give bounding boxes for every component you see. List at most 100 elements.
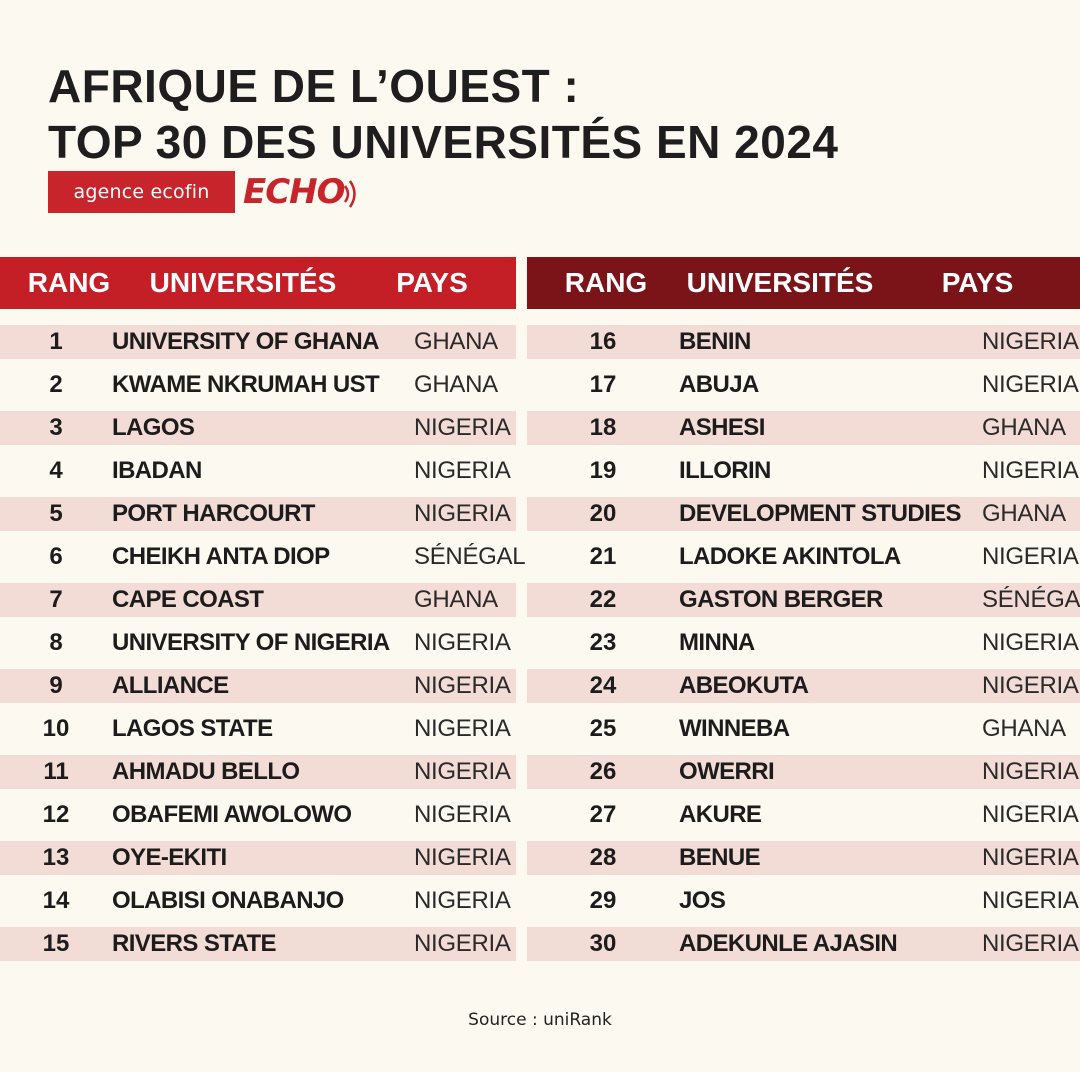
table-row: 23 MINNA NIGERIA — [527, 626, 1080, 660]
agence-ecofin-logo: agence ecofin — [48, 171, 235, 213]
rank-cell: 27 — [589, 801, 617, 828]
university-cell: IBADAN — [112, 457, 202, 484]
rank-cell: 18 — [589, 414, 617, 441]
agence-ecofin-label: agence ecofin — [73, 181, 210, 203]
table-row: 24 ABEOKUTA NIGERIA — [527, 669, 1080, 703]
rank-cell: 23 — [589, 629, 617, 656]
country-cell: NIGERIA — [982, 758, 1079, 785]
university-cell: LADOKE AKINTOLA — [679, 543, 901, 570]
table-row: 11 AHMADU BELLO NIGERIA — [0, 755, 516, 789]
country-cell: NIGERIA — [414, 887, 511, 914]
university-cell: PORT HARCOURT — [112, 500, 315, 527]
university-cell: WINNEBA — [679, 715, 790, 742]
table-row: 12 OBAFEMI AWOLOWO NIGERIA — [0, 798, 516, 832]
rank-cell: 16 — [589, 328, 617, 355]
rank-cell: 24 — [589, 672, 617, 699]
table-row: 9 ALLIANCE NIGERIA — [0, 669, 516, 703]
university-cell: UNIVERSITY OF GHANA — [112, 328, 379, 355]
country-cell: NIGERIA — [982, 543, 1079, 570]
university-cell: BENUE — [679, 844, 761, 871]
rank-cell: 30 — [589, 930, 617, 957]
header-university: UNIVERSITÉS — [149, 267, 337, 298]
rank-cell: 19 — [589, 457, 617, 484]
country-cell: NIGERIA — [414, 629, 511, 656]
university-cell: ABUJA — [679, 371, 759, 398]
rankings-table-left: RANG UNIVERSITÉS PAYS 1 UNIVERSITY OF GHA… — [0, 257, 526, 970]
university-cell: KWAME NKRUMAH UST — [112, 371, 380, 398]
university-cell: ASHESI — [679, 414, 765, 441]
header-country: PAYS — [396, 267, 468, 298]
country-cell: SÉNÉGAL — [414, 543, 526, 570]
rank-cell: 5 — [49, 500, 63, 527]
echo-label: ECHO — [243, 172, 346, 212]
header-rank: RANG — [27, 267, 111, 298]
rank-cell: 25 — [589, 715, 617, 742]
table-row: 16 BENIN NIGERIA — [527, 325, 1080, 359]
university-cell: CHEIKH ANTA DIOP — [112, 543, 330, 570]
university-cell: OWERRI — [679, 758, 775, 785]
university-cell: JOS — [679, 887, 726, 914]
table-row: 30 ADEKUNLE AJASIN NIGERIA — [527, 927, 1080, 961]
country-cell: GHANA — [414, 586, 498, 613]
university-cell: LAGOS STATE — [112, 715, 273, 742]
country-cell: GHANA — [982, 715, 1066, 742]
country-cell: NIGERIA — [414, 414, 511, 441]
table-row: 15 RIVERS STATE NIGERIA — [0, 927, 516, 961]
table-row: 7 CAPE COAST GHANA — [0, 583, 516, 617]
table-header-right: RANG UNIVERSITÉS PAYS — [527, 257, 1080, 309]
header-university: UNIVERSITÉS — [686, 267, 874, 298]
table-body-right: 16 BENIN NIGERIA 17 ABUJA NIGERIA 18 ASHESI GHAN… — [527, 325, 1080, 961]
country-cell: NIGERIA — [414, 672, 511, 699]
table-row: 29 JOS NIGERIA — [527, 884, 1080, 918]
rank-cell: 10 — [42, 715, 70, 742]
university-cell: ILLORIN — [679, 457, 771, 484]
table-row: 18 ASHESI GHANA — [527, 411, 1080, 445]
rank-cell: 1 — [49, 328, 63, 355]
table-row: 22 GASTON BERGER SÉNÉGAL — [527, 583, 1080, 617]
table-row: 25 WINNEBA GHANA — [527, 712, 1080, 746]
title-line-1: AFRIQUE DE L’OUEST : — [48, 60, 580, 112]
table-row: 8 UNIVERSITY OF NIGERIA NIGERIA — [0, 626, 516, 660]
university-cell: AKURE — [679, 801, 762, 828]
rank-cell: 8 — [49, 629, 63, 656]
table-row: 4 IBADAN NIGERIA — [0, 454, 516, 488]
rank-cell: 11 — [43, 758, 69, 785]
university-cell: GASTON BERGER — [679, 586, 883, 613]
university-cell: ABEOKUTA — [679, 672, 809, 699]
rank-cell: 4 — [49, 457, 63, 484]
source-note: Source : uniRank — [468, 1010, 612, 1030]
signal-waves-icon — [343, 180, 356, 208]
rank-cell: 7 — [49, 586, 63, 613]
brand-logos: agence ecofin ECHO — [48, 170, 356, 214]
rank-cell: 2 — [49, 371, 63, 398]
table-row: 27 AKURE NIGERIA — [527, 798, 1080, 832]
university-cell: OLABISI ONABANJO — [112, 887, 344, 914]
table-row: 3 LAGOS NIGERIA — [0, 411, 516, 445]
country-cell: NIGERIA — [414, 930, 511, 957]
rank-cell: 6 — [49, 543, 63, 570]
table-row: 21 LADOKE AKINTOLA NIGERIA — [527, 540, 1080, 574]
country-cell: NIGERIA — [982, 801, 1079, 828]
country-cell: SÉNÉGAL — [982, 586, 1080, 613]
header-rank: RANG — [564, 267, 648, 298]
table-row: 6 CHEIKH ANTA DIOP SÉNÉGAL — [0, 540, 526, 574]
country-cell: NIGERIA — [982, 672, 1079, 699]
country-cell: NIGERIA — [414, 457, 511, 484]
rank-cell: 12 — [42, 801, 70, 828]
table-body-left: 1 UNIVERSITY OF GHANA GHANA 2 KWAME NKRUMAH … — [0, 325, 526, 961]
country-cell: NIGERIA — [982, 457, 1079, 484]
country-cell: GHANA — [414, 371, 498, 398]
table-row: 14 OLABISI ONABANJO NIGERIA — [0, 884, 516, 918]
table-row: 17 ABUJA NIGERIA — [527, 368, 1080, 402]
echo-logo: ECHO — [243, 172, 356, 212]
university-cell: AHMADU BELLO — [112, 758, 300, 785]
title-line-2: TOP 30 DES UNIVERSITÉS EN 2024 — [48, 116, 839, 168]
table-row: 13 OYE-EKITI NIGERIA — [0, 841, 516, 875]
table-header-left: RANG UNIVERSITÉS PAYS — [0, 257, 516, 309]
rank-cell: 26 — [589, 758, 617, 785]
university-cell: LAGOS — [112, 414, 195, 441]
rankings-table-right: RANG UNIVERSITÉS PAYS 16 BENIN NIGERIA 17 AB… — [527, 257, 1080, 970]
table-row: 10 LAGOS STATE NIGERIA — [0, 712, 516, 746]
table-row: 2 KWAME NKRUMAH UST GHANA — [0, 368, 516, 402]
rank-cell: 17 — [589, 371, 617, 398]
